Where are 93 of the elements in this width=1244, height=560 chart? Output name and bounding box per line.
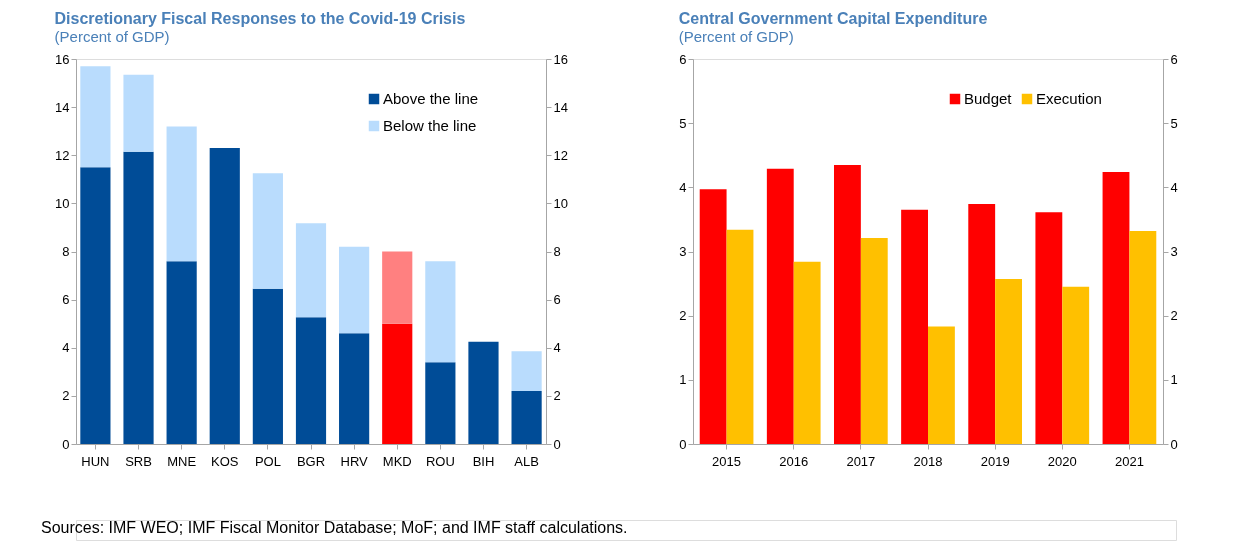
bar: [766, 168, 794, 444]
x-tick-label: MKD: [382, 453, 412, 469]
legend-label: Below the line: [383, 117, 477, 134]
y2-tick-label: 2: [1170, 308, 1178, 324]
bar: [1102, 171, 1130, 444]
bar: [1062, 286, 1090, 444]
y-tick-label: 0: [62, 436, 70, 452]
y2-tick-label: 0: [553, 436, 561, 452]
y2-tick-label: 6: [553, 292, 561, 308]
y2-tick-label: 16: [553, 51, 568, 67]
bar: [425, 261, 456, 363]
bar: [1129, 230, 1157, 444]
y2-tick-label: 2: [553, 388, 561, 404]
bar: [123, 151, 154, 444]
bar: [166, 126, 197, 262]
bar: [793, 261, 821, 444]
y2-tick-label: 5: [1170, 115, 1178, 131]
x-tick-label: 2016: [779, 453, 809, 469]
x-tick-label: SRB: [125, 453, 152, 469]
y-tick-label: 14: [55, 99, 70, 115]
x-tick-label: MNE: [167, 453, 197, 469]
bar: [928, 326, 955, 444]
bar: [295, 317, 327, 444]
legend-label: Above the line: [383, 90, 479, 107]
y-tick-label: 4: [62, 340, 70, 356]
y-tick-label: 6: [679, 51, 687, 67]
bar: [382, 251, 413, 324]
bar: [252, 288, 283, 444]
bar: [80, 66, 111, 168]
x-tick-label: 2021: [1114, 453, 1144, 469]
legend-label: Budget: [964, 90, 1013, 107]
bar: [726, 229, 754, 444]
bar: [468, 341, 499, 444]
x-tick-label: POL: [254, 453, 281, 469]
bar: [339, 333, 370, 444]
x-tick-label: 2015: [712, 453, 742, 469]
bar: [511, 351, 542, 392]
x-tick-label: KOS: [211, 453, 239, 469]
y-tick-label: 8: [62, 244, 70, 259]
y-tick-label: 5: [679, 115, 687, 131]
y2-tick-label: 3: [1170, 244, 1178, 259]
y-tick-label: 3: [679, 244, 687, 259]
bar: [382, 323, 413, 444]
y2-tick-label: 14: [553, 99, 568, 115]
y2-tick-label: 6: [1170, 51, 1178, 67]
x-tick-label: BIH: [472, 453, 495, 469]
chart-subtitle: (Percent of GDP): [678, 28, 794, 45]
bar: [968, 204, 996, 444]
bar: [860, 238, 888, 444]
x-tick-label: 2019: [980, 453, 1010, 469]
y2-tick-label: 1: [1170, 372, 1178, 388]
bar: [1035, 212, 1063, 444]
y-tick-label: 10: [55, 195, 70, 211]
legend-label: Execution: [1036, 90, 1102, 107]
y-tick-label: 1: [679, 372, 687, 388]
x-tick-label: ROU: [425, 453, 455, 469]
bar: [209, 148, 240, 444]
x-tick-label: HUN: [81, 453, 110, 469]
bar: [834, 164, 861, 444]
bar: [252, 173, 283, 289]
bar: [699, 189, 727, 444]
bar: [901, 209, 928, 444]
bar: [166, 261, 197, 444]
y2-tick-label: 4: [1170, 179, 1178, 195]
y-tick-label: 4: [679, 179, 687, 195]
bar: [80, 167, 111, 444]
x-tick-label: HRV: [340, 453, 369, 469]
y2-tick-label: 4: [553, 340, 561, 356]
bar: [995, 279, 1022, 444]
bar: [511, 391, 542, 444]
y2-tick-label: 8: [553, 244, 561, 259]
bar: [339, 246, 370, 334]
y2-tick-label: 0: [1170, 436, 1178, 452]
y2-tick-label: 12: [553, 147, 568, 163]
bar: [295, 223, 327, 318]
x-tick-label: BGR: [296, 453, 326, 469]
x-tick-label: ALB: [514, 453, 539, 469]
y-tick-label: 0: [679, 436, 687, 452]
y-tick-label: 2: [679, 308, 687, 324]
y-tick-label: 2: [62, 388, 70, 404]
chart-title: Discretionary Fiscal Responses to the Covid-19 Crisis: [54, 10, 466, 27]
y2-tick-label: 10: [553, 195, 568, 211]
x-tick-label: 2017: [846, 453, 876, 469]
y-tick-label: 6: [62, 292, 70, 308]
x-tick-label: 2020: [1047, 453, 1077, 469]
chart-title: Central Government Capital Expenditure: [678, 10, 988, 27]
source-note: Sources: IMF WEO; IMF Fiscal Monitor Database; MoF; and IMF staff calculations.: [41, 519, 628, 536]
bar: [425, 362, 456, 444]
chart-subtitle: (Percent of GDP): [54, 28, 170, 45]
x-tick-label: 2018: [913, 453, 943, 469]
y-tick-label: 16: [55, 51, 70, 67]
bar: [123, 74, 154, 152]
y-tick-label: 12: [55, 147, 70, 163]
